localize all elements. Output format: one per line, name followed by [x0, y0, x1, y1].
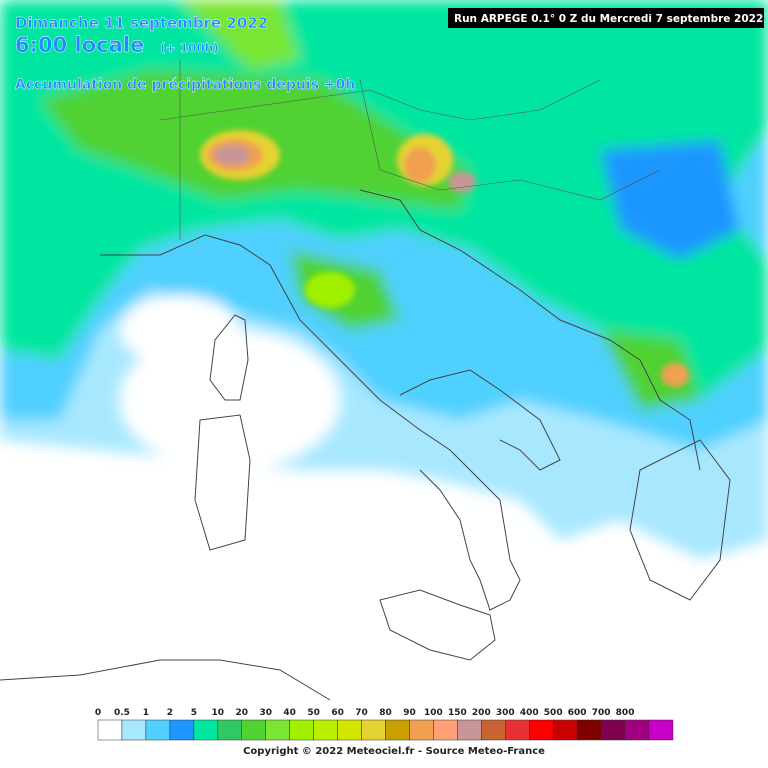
legend-swatch [481, 719, 506, 741]
legend-swatch [433, 719, 458, 741]
legend-label: 0.5 [114, 708, 130, 718]
legend-swatch [169, 719, 195, 741]
legend-label: 10 [212, 708, 225, 718]
core-orange [661, 363, 689, 387]
legend-label: 70 [355, 708, 368, 718]
legend-label: 30 [259, 708, 272, 718]
border [159, 79, 601, 121]
legend-swatch [457, 719, 482, 741]
legend-swatch [289, 719, 314, 741]
run-box [448, 8, 764, 28]
core-pink [448, 172, 476, 192]
legend-swatch [529, 719, 554, 741]
legend-swatch [337, 719, 362, 741]
legend-label: 90 [403, 708, 416, 718]
sea-dry-3 [0, 500, 240, 620]
legend-swatch [409, 719, 434, 741]
legend-label: 60 [331, 708, 344, 718]
sea-dry-4 [460, 550, 768, 690]
corsica [209, 314, 249, 401]
copyright: Copyright © 2022 Meteociel.fr - Source M… [243, 746, 545, 757]
legend-label: 2 [167, 708, 173, 718]
legend-swatch [385, 719, 410, 741]
legend-swatch [552, 719, 578, 741]
legend-swatch [361, 719, 386, 741]
legend-label: 80 [379, 708, 392, 718]
legend-label: 800 [616, 708, 635, 718]
legend-swatch [505, 719, 530, 741]
italy-coast [100, 234, 561, 611]
legend-label: 5 [191, 708, 197, 718]
legend-label: 100 [424, 708, 443, 718]
adriatic-east-coast [359, 189, 701, 471]
legend-label: 0 [95, 708, 101, 718]
legend-label: 700 [592, 708, 611, 718]
sea-dry-2 [120, 295, 240, 365]
precip-areas [0, 0, 768, 690]
legend-label: 150 [448, 708, 467, 718]
sardinia [194, 414, 251, 551]
legend-label: 600 [568, 708, 587, 718]
legend-swatch [97, 719, 123, 741]
legend-swatch [624, 719, 650, 741]
area-balkan-blue [600, 140, 740, 260]
date: Dimanche 11 septembre 2022 [15, 14, 268, 32]
borders [159, 60, 661, 240]
subtitle: Accumulation de précipitations depuis +0… [15, 77, 355, 93]
run-label: Run ARPEGE 0.1° 0 Z du Mercredi 7 septem… [454, 13, 763, 25]
heavy-cores [200, 130, 689, 387]
legend-swatch [313, 719, 338, 741]
core-lime [305, 272, 355, 308]
legend-label: 50 [307, 708, 320, 718]
legend-swatch [193, 719, 219, 741]
legend-swatch [600, 719, 626, 741]
legend-label: 500 [544, 708, 563, 718]
legend-swatch [648, 719, 674, 741]
legend-swatch [576, 719, 602, 741]
time: 6:00 locale [15, 33, 144, 57]
legend-swatch [217, 719, 243, 741]
legend-swatch [241, 719, 266, 741]
legend-label: 400 [520, 708, 539, 718]
legend: 0 0.5 1 2 5 10 20 30 40 50 60 70 80 90 100 150 200 300 400… [95, 708, 674, 741]
greece-coast [629, 439, 731, 601]
coastlines [0, 189, 731, 701]
sicily [379, 589, 496, 661]
legend-label: 1 [143, 708, 149, 718]
lead: (+ 100h) [160, 41, 219, 55]
legend-label: 300 [496, 708, 515, 718]
legend-swatch [265, 719, 290, 741]
africa-coast [0, 659, 331, 701]
border [179, 60, 661, 240]
legend-swatch [145, 719, 171, 741]
core-pink [214, 145, 250, 165]
legend-label: 200 [472, 708, 491, 718]
legend-label: 20 [235, 708, 248, 718]
legend-label: 40 [283, 708, 296, 718]
core-orange [404, 147, 436, 183]
legend-swatch [121, 719, 147, 741]
area-north [180, 0, 300, 70]
